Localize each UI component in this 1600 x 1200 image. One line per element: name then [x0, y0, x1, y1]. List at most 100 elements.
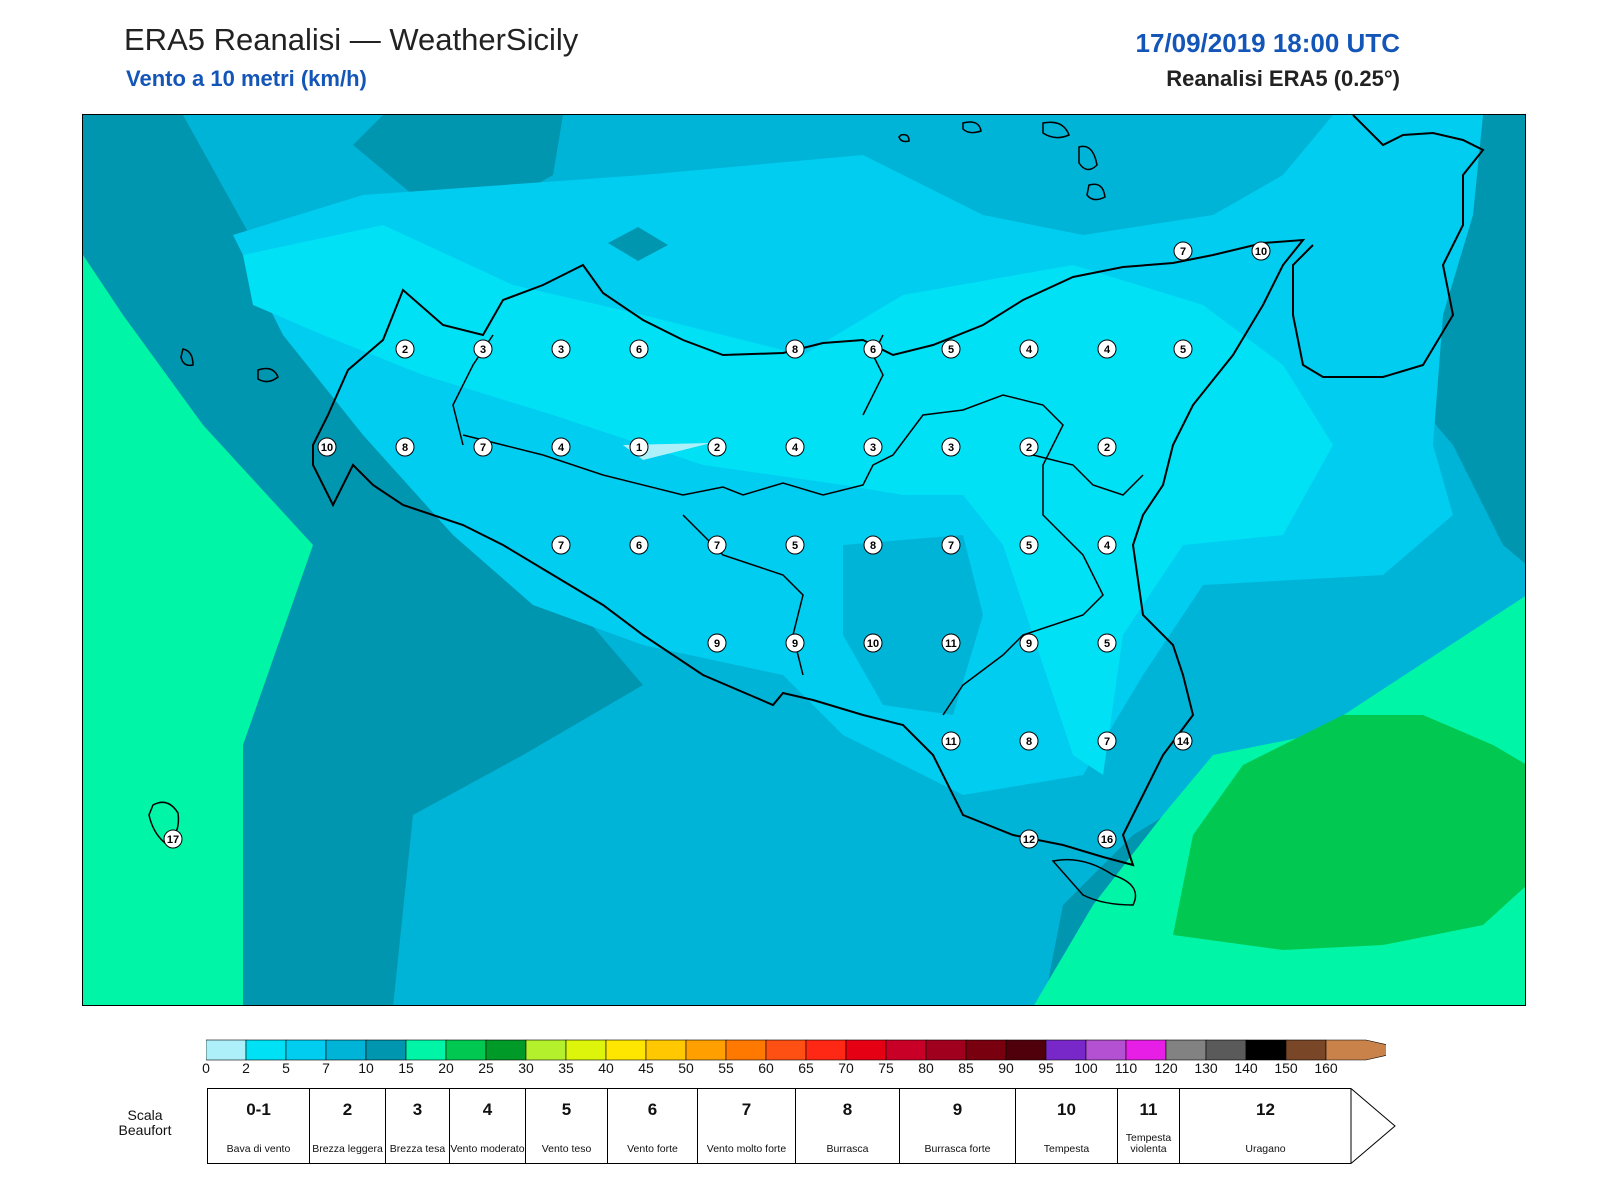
colorbar-tick-label: 85 [958, 1060, 974, 1076]
station-value: 6 [636, 344, 642, 356]
malta-coast [1051, 858, 1137, 906]
station-value: 5 [1026, 540, 1032, 552]
colorbar-segment [285, 1039, 327, 1061]
beaufort-level: 7 Vento molto forte [697, 1088, 795, 1164]
salina-island [1042, 121, 1070, 139]
colorbar-tick-label: 110 [1114, 1060, 1138, 1076]
beaufort-level: 4 Vento moderato [449, 1088, 525, 1164]
beaufort-description: Burrasca [826, 1143, 869, 1155]
lipari-island [1078, 145, 1098, 171]
sicily-coastline [312, 238, 1306, 867]
map-datetime: 17/09/2019 18:00 UTC [1135, 28, 1400, 58]
station-marker [785, 339, 805, 359]
beaufort-number: 8 [842, 1100, 853, 1119]
beaufort-level: 9 Burrasca forte [899, 1088, 1015, 1164]
station-value: 11 [945, 736, 957, 748]
station-marker [1019, 731, 1039, 751]
station-value: 9 [792, 638, 798, 650]
station-marker [629, 535, 649, 555]
station-value: 3 [480, 344, 486, 356]
marettimo-island [180, 348, 194, 367]
beaufort-number: 11 [1139, 1100, 1158, 1119]
beaufort-caption: Scala Beaufort [118, 1107, 172, 1138]
beaufort-number: 0-1 [246, 1100, 271, 1119]
colorbar-tick-label: 50 [678, 1060, 694, 1076]
beaufort-description: Vento moderato [450, 1143, 525, 1155]
station-marker [1019, 535, 1039, 555]
station-marker [1251, 241, 1271, 261]
colorbar-segment [245, 1039, 287, 1061]
station-value: 8 [1026, 736, 1032, 748]
beaufort-description: Vento molto forte [706, 1143, 787, 1155]
colorbar-tick-label: 30 [518, 1060, 534, 1076]
colorbar-segment [965, 1039, 1007, 1061]
station-value: 4 [792, 442, 799, 454]
station-value: 5 [948, 344, 954, 356]
beaufort-number: 10 [1057, 1100, 1076, 1119]
colorbar-segment [605, 1039, 647, 1061]
station-marker [707, 535, 727, 555]
station-marker [1019, 829, 1039, 849]
station-marker [941, 437, 961, 457]
station-value: 6 [636, 540, 642, 552]
colorbar-tick-label: 130 [1194, 1060, 1218, 1076]
colorbar-segment [1205, 1039, 1247, 1061]
colorbar-segment [1285, 1039, 1327, 1061]
station-value: 5 [1180, 344, 1186, 356]
wind-colorbar [206, 1039, 1386, 1061]
station-marker [707, 437, 727, 457]
station-value: 7 [558, 540, 564, 552]
station-marker [707, 633, 727, 653]
colorbar-tick-label: 7 [322, 1060, 330, 1076]
colorbar-tick-label: 95 [1038, 1060, 1054, 1076]
station-value: 3 [948, 442, 954, 454]
beaufort-number: 9 [952, 1100, 963, 1119]
beaufort-description: Brezza leggera [312, 1143, 383, 1155]
beaufort-level: 3 Brezza tesa [385, 1088, 449, 1164]
station-marker [1097, 339, 1117, 359]
colorbar-tick-label: 25 [478, 1060, 494, 1076]
wind-field: 7 102 3 3 6 8 6 5 4 4 510 8 7 4 1 2 4 3 3 2 27 6 7 5 8 7 5 49 9 10 11 9… [83, 115, 1525, 1005]
station-value: 2 [1104, 442, 1110, 454]
station-marker [163, 829, 183, 849]
station-value: 5 [792, 540, 798, 552]
station-value: 16 [1101, 834, 1113, 846]
colorbar-segment [885, 1039, 927, 1061]
colorbar-tick-label: 140 [1234, 1060, 1258, 1076]
station-marker [1097, 829, 1117, 849]
colorbar-tick-label: 100 [1074, 1060, 1098, 1076]
wind-zone-2-5 [243, 225, 1333, 775]
colorbar-tick-label: 0 [202, 1060, 210, 1076]
station-marker [551, 339, 571, 359]
beaufort-number: 3 [412, 1100, 423, 1119]
map-title: ERA5 Reanalisi — WeatherSicily [124, 22, 579, 57]
station-value: 11 [945, 638, 957, 650]
data-source: Reanalisi ERA5 (0.25°) [1166, 66, 1400, 91]
beaufort-description: Vento teso [541, 1143, 592, 1155]
colorbar-segment [645, 1039, 687, 1061]
colorbar-tick-label: 10 [358, 1060, 374, 1076]
wind-patch-south-center [843, 535, 983, 715]
station-marker [785, 437, 805, 457]
province-borders [462, 394, 1104, 716]
colorbar-segment [325, 1039, 367, 1061]
calabria-coastline [1292, 115, 1485, 378]
station-marker [1019, 339, 1039, 359]
station-marker [1173, 241, 1193, 261]
alicudi-island [898, 133, 910, 143]
station-value: 8 [870, 540, 876, 552]
beaufort-description: Uragano [1245, 1143, 1286, 1155]
station-value: 2 [402, 344, 408, 356]
colorbar-segment [805, 1039, 847, 1061]
colorbar-segment [485, 1039, 527, 1061]
colorbar-segment [1125, 1039, 1167, 1061]
colorbar-tick-label: 75 [878, 1060, 894, 1076]
station-marker [863, 437, 883, 457]
colorbar-tick-label: 90 [998, 1060, 1014, 1076]
beaufort-description: Bava di vento [226, 1143, 291, 1155]
station-marker [1173, 339, 1193, 359]
station-value: 10 [1255, 246, 1267, 258]
beaufort-description: Brezza tesa [389, 1143, 446, 1155]
station-marker [863, 633, 883, 653]
colorbar-tick-label: 80 [918, 1060, 934, 1076]
